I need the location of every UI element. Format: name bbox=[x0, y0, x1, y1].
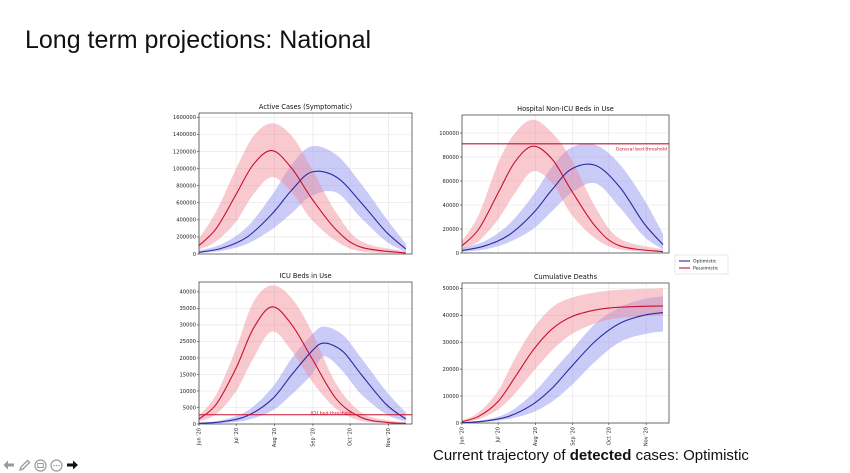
forward-arrow-icon[interactable] bbox=[66, 459, 79, 472]
y-tick-label: 0 bbox=[456, 251, 459, 257]
y-tick-label: 20000 bbox=[442, 227, 459, 233]
y-tick-label: 20000 bbox=[179, 356, 196, 362]
y-tick-label: 40000 bbox=[179, 290, 196, 296]
y-tick-label: 15000 bbox=[179, 372, 196, 378]
y-tick-label: 1400000 bbox=[173, 132, 196, 138]
y-tick-label: 35000 bbox=[179, 306, 196, 312]
y-tick-label: 0 bbox=[456, 421, 459, 427]
x-tick-label: Sep '20 bbox=[570, 427, 576, 446]
threshold-label: General bed threshold bbox=[616, 146, 667, 152]
slide-caption: Current trajectory of detected cases: Op… bbox=[433, 447, 749, 464]
confidence-band-optimistic bbox=[199, 145, 406, 254]
x-tick-label: Jun '20 bbox=[460, 427, 466, 445]
y-tick-label: 100000 bbox=[439, 131, 459, 137]
y-tick-label: 40000 bbox=[442, 203, 459, 209]
x-tick-label: Aug '20 bbox=[533, 427, 539, 446]
plot-frame bbox=[461, 114, 670, 254]
y-tick-label: 0 bbox=[193, 422, 196, 428]
y-tick-label: 5000 bbox=[183, 405, 196, 411]
y-tick-label: 1200000 bbox=[173, 149, 196, 155]
y-tick-label: 10000 bbox=[179, 389, 196, 395]
slides-icon[interactable] bbox=[34, 458, 47, 472]
y-tick-label: 60000 bbox=[442, 179, 459, 185]
chart-title: Active Cases (Symptomatic) bbox=[259, 103, 352, 111]
chart-panel-4: Cumulative Deaths 0 10000 20000 30000 40000 50… bbox=[442, 273, 670, 446]
caption-suffix: cases: Optimistic bbox=[631, 447, 749, 464]
x-tick-label: Jun '20 bbox=[197, 428, 203, 446]
slide-title: Long term projections: National bbox=[25, 26, 372, 54]
y-tick-label: 10000 bbox=[442, 394, 459, 400]
y-tick-label: 40000 bbox=[442, 313, 459, 319]
chart-title: ICU Beds in Use bbox=[279, 272, 331, 280]
x-tick-label: Nov '20 bbox=[644, 427, 650, 446]
y-tick-label: 200000 bbox=[176, 235, 196, 241]
y-tick-label: 20000 bbox=[442, 367, 459, 373]
chart-title: Cumulative Deaths bbox=[534, 273, 598, 281]
y-tick-label: 80000 bbox=[442, 155, 459, 161]
y-tick-label: 30000 bbox=[442, 340, 459, 346]
chart-panel-1: Active Cases (Symptomatic) 0 200000 400000 6… bbox=[173, 103, 413, 258]
x-tick-label: Oct '20 bbox=[606, 427, 612, 445]
legend-entry: Pessimistic bbox=[693, 266, 719, 272]
x-tick-label: Nov '20 bbox=[386, 428, 392, 447]
series-line-pessimistic bbox=[461, 305, 664, 423]
caption-bold: detected bbox=[569, 447, 632, 464]
y-tick-label: 0 bbox=[193, 252, 196, 258]
x-tick-label: Jul '20 bbox=[496, 427, 502, 443]
x-tick-label: Oct '20 bbox=[348, 428, 354, 446]
y-tick-label: 400000 bbox=[176, 218, 196, 224]
plot-frame bbox=[198, 281, 413, 425]
slideshow-toolbar bbox=[2, 458, 79, 472]
chart-panel-3: ICU bed threshold ICU Beds in Use 0 5000 100… bbox=[179, 272, 413, 447]
series-line-optimistic bbox=[198, 170, 407, 253]
series-line-pessimistic bbox=[198, 306, 406, 424]
pen-icon[interactable] bbox=[18, 459, 31, 472]
x-tick-label: Aug '20 bbox=[272, 428, 278, 447]
series-line-optimistic bbox=[198, 342, 407, 424]
plot-frame bbox=[198, 112, 413, 255]
confidence-band-pessimistic bbox=[199, 123, 406, 254]
series-line-pessimistic bbox=[461, 145, 664, 253]
y-tick-label: 1600000 bbox=[173, 115, 196, 121]
confidence-band-optimistic bbox=[462, 143, 663, 252]
x-tick-label: Jul '20 bbox=[234, 428, 240, 444]
y-tick-label: 800000 bbox=[176, 183, 196, 189]
y-tick-label: 50000 bbox=[442, 286, 459, 292]
series-line-optimistic bbox=[461, 163, 664, 252]
more-icon[interactable] bbox=[50, 458, 63, 472]
plot-area bbox=[199, 282, 412, 424]
back-arrow-icon[interactable] bbox=[2, 459, 15, 472]
legend-entry: Optimistic bbox=[693, 259, 717, 265]
legend-box bbox=[674, 254, 729, 275]
y-tick-label: 25000 bbox=[179, 339, 196, 345]
confidence-band-pessimistic bbox=[462, 288, 663, 423]
y-tick-label: 1000000 bbox=[173, 166, 196, 172]
confidence-band-pessimistic bbox=[462, 119, 663, 253]
threshold-label: ICU bed threshold bbox=[310, 410, 351, 416]
x-tick-label: Sep '20 bbox=[311, 428, 317, 447]
series-line-pessimistic bbox=[198, 150, 406, 254]
plot-area bbox=[462, 115, 669, 253]
confidence-band-optimistic bbox=[199, 326, 406, 424]
chart-title: Hospital Non-ICU Beds in Use bbox=[517, 105, 614, 113]
series-line-optimistic bbox=[461, 312, 664, 424]
plot-frame bbox=[461, 282, 670, 424]
caption-prefix: Current trajectory of bbox=[433, 447, 570, 464]
y-tick-label: 30000 bbox=[179, 323, 196, 329]
chart-panel-2: General bed threshold Hospital Non-ICU Be… bbox=[439, 105, 670, 257]
y-tick-label: 600000 bbox=[176, 201, 196, 207]
confidence-band-pessimistic bbox=[199, 285, 406, 424]
plot-area bbox=[199, 113, 412, 254]
